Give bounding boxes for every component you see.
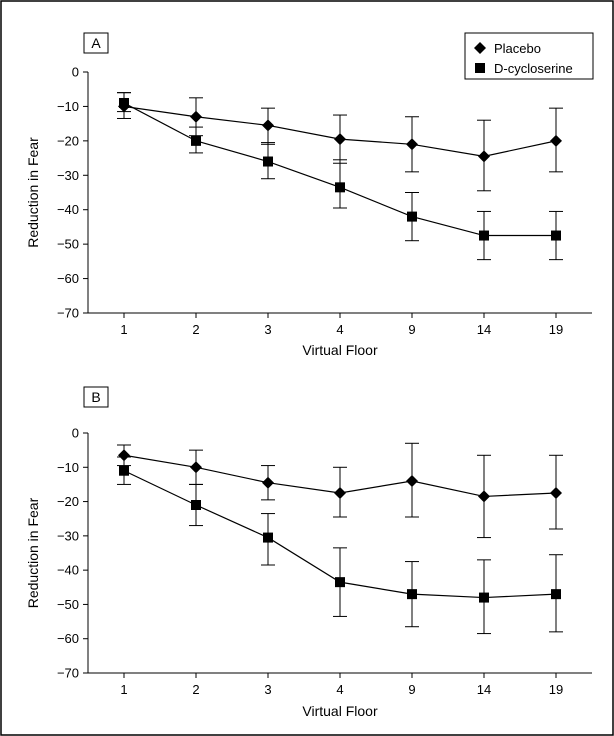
panel-label-box [83,386,109,408]
legend-box [464,32,594,80]
legend-marker-dcycloserine [475,63,485,73]
x-tick-label: 3 [264,322,271,337]
legend: Placebo D-cycloserine [464,32,594,80]
x-tick-label: 2 [192,682,199,697]
point-placebo [262,476,274,489]
point-dcycloserine [119,465,129,476]
point-dcycloserine [407,211,417,222]
y-tick-label: 0 [72,65,79,80]
x-tick-label: 19 [549,322,563,337]
point-placebo [478,150,490,163]
panel-label: B [91,389,100,405]
y-tick-label: 0 [72,426,79,441]
x-tick-label: 2 [192,322,199,337]
point-placebo [118,449,130,462]
y-tick-label: −30 [57,168,79,183]
point-dcycloserine [479,592,489,603]
panel-label-box [83,32,109,54]
x-axis-label: Virtual Floor [302,342,378,358]
y-tick-label: −70 [57,666,79,681]
legend-label: D-cycloserine [494,61,573,76]
x-tick-label: 1 [120,682,127,697]
x-tick-label: 4 [336,322,343,337]
y-axis-label: Reduction in Fear [25,497,41,608]
point-dcycloserine [263,532,273,543]
y-tick-label: −10 [57,460,79,475]
point-dcycloserine [191,135,201,146]
panel-label: A [91,35,101,51]
point-dcycloserine [191,500,201,510]
point-placebo [406,475,418,487]
point-dcycloserine [479,230,489,241]
point-placebo [406,138,418,151]
x-tick-label: 19 [549,682,563,697]
point-dcycloserine [263,156,273,167]
point-placebo [334,133,346,146]
x-axis-label: Virtual Floor [302,703,378,719]
y-tick-label: −60 [57,631,79,646]
series-dcycloserine [117,92,563,261]
point-dcycloserine [335,577,345,588]
y-tick-label: −20 [57,133,79,148]
x-tick-label: 9 [408,682,415,697]
series-dcycloserine [117,456,563,635]
point-placebo [550,487,562,499]
panel-b: B 0 −10 −20 −30 −40 −50 −60 −70 1 2 3 4 9 14 19 Virtual … [25,386,592,719]
point-placebo [550,134,562,147]
panel-a: A0 −10 −20 −30 −40 −50 −60 −70 1 2 3 4 9 14 19 Virtual … [25,32,594,358]
point-dcycloserine [551,230,561,241]
point-placebo [334,487,346,499]
x-tick-label: 9 [408,322,415,337]
y-tick-label: −40 [57,563,79,578]
point-dcycloserine [551,589,561,600]
x-tick-label: 14 [477,322,491,337]
legend-label: Placebo [494,41,541,56]
x-tick-label: 14 [477,682,491,697]
y-tick-label: −70 [57,306,79,321]
point-dcycloserine [335,182,345,193]
y-tick-label: −20 [57,494,79,509]
y-axis-label: Reduction in Fear [25,137,41,248]
point-placebo [478,490,490,503]
x-tick-label: 4 [336,682,343,697]
y-tick-label: −40 [57,202,79,217]
point-dcycloserine [119,97,129,108]
y-tick-label: −50 [57,597,79,612]
legend-marker-placebo [474,42,486,54]
y-tick-label: −30 [57,528,79,543]
point-placebo [190,110,202,123]
x-tick-label: 1 [120,322,127,337]
series-placebo [117,442,563,539]
y-tick-label: −60 [57,271,79,286]
x-tick-label: 3 [264,682,271,697]
y-tick-label: −10 [57,99,79,114]
series-placebo [117,92,563,192]
point-placebo [190,461,202,474]
point-placebo [262,119,274,132]
y-tick-label: −50 [57,237,79,252]
point-dcycloserine [407,589,417,600]
